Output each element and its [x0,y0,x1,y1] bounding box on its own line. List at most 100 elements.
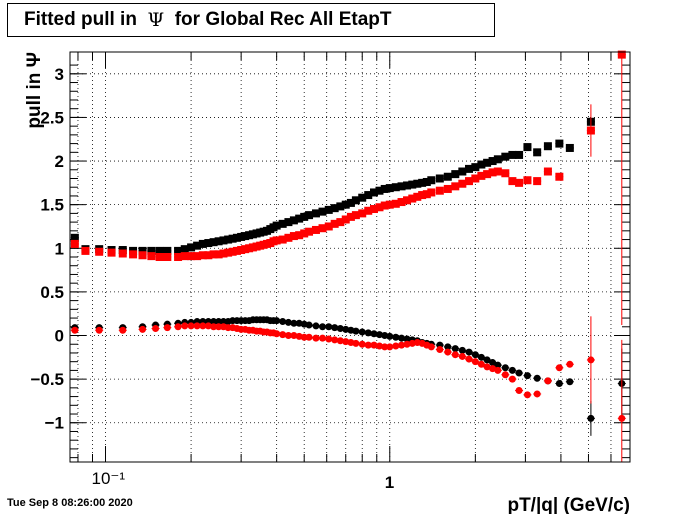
data-point [358,328,366,336]
data-point [501,169,510,178]
data-point [543,167,552,176]
data-point [508,177,517,186]
y-tick-label: 2.5 [40,108,64,127]
data-point [501,152,510,161]
data-point [352,339,360,347]
data-point [193,241,202,250]
data-point [385,184,394,193]
data-point [444,343,452,351]
data-point [422,177,431,186]
data-point [174,253,183,261]
data-point [224,235,233,244]
data-point [508,375,516,383]
y-tick-label: 0 [55,327,64,346]
data-point [465,348,473,356]
data-point [319,334,327,342]
data-point [237,232,246,241]
data-point [515,178,524,187]
data-point [107,248,116,257]
data-point [318,207,327,216]
data-point [471,358,479,366]
data-point [279,318,287,326]
data-point [385,200,394,209]
series-0 [70,117,595,255]
data-point [305,211,314,220]
data-point [341,215,350,224]
y-tick-label: 3 [55,65,64,84]
data-point [408,180,417,189]
data-point [284,218,293,227]
data-point [300,229,309,238]
data-point [488,157,497,166]
data-point [364,206,373,215]
data-point [477,360,485,368]
data-point [565,143,574,152]
data-point [358,209,367,218]
data-point [489,359,497,367]
plot-frame [69,51,631,463]
data-point [443,184,452,193]
data-point [193,252,202,261]
data-point [403,340,411,348]
data-point [370,341,378,349]
data-point [398,334,406,342]
data-point [311,225,320,234]
data-point [279,331,287,339]
data-point [180,245,189,254]
data-point [118,249,127,258]
data-point [95,247,104,256]
data-point [180,252,189,261]
data-point [139,325,147,333]
data-point [237,246,246,255]
data-point [375,203,384,212]
data-point [351,196,360,205]
y-tick-label: 1 [55,239,64,258]
data-point [198,251,207,260]
data-point [341,200,350,209]
data-point [336,325,344,333]
data-point [555,379,563,387]
data-point [324,205,333,214]
data-point [331,336,339,344]
data-point [336,218,345,227]
data-point [427,176,436,185]
data-point [444,348,452,356]
data-point [273,317,281,325]
data-point [418,178,427,187]
data-point [364,191,373,200]
data-point [152,325,160,333]
data-point [515,369,523,377]
data-point [494,366,502,374]
data-point [587,414,595,422]
data-point [533,177,542,186]
data-point [305,227,314,236]
data-point [272,236,281,245]
data-point [391,199,400,208]
x-tick-label: 1 [385,473,394,492]
data-point [375,186,384,195]
data-point [403,196,412,205]
data-point [305,333,313,341]
data-point [493,155,502,164]
data-point [618,414,626,422]
data-point [483,170,492,179]
data-point [533,374,541,382]
data-point [284,318,292,326]
data-point [224,248,233,257]
data-point [587,356,595,364]
data-point [488,168,497,177]
data-point [215,323,223,331]
data-point [232,233,241,242]
data-point [386,332,394,340]
data-point [471,174,480,183]
series-3 [70,316,626,462]
data-point [403,181,412,190]
data-point [312,322,320,330]
data-point [483,356,491,364]
data-point [187,243,196,252]
data-point [381,343,389,351]
data-point [147,252,156,261]
data-point [278,235,287,244]
data-point [443,172,452,181]
